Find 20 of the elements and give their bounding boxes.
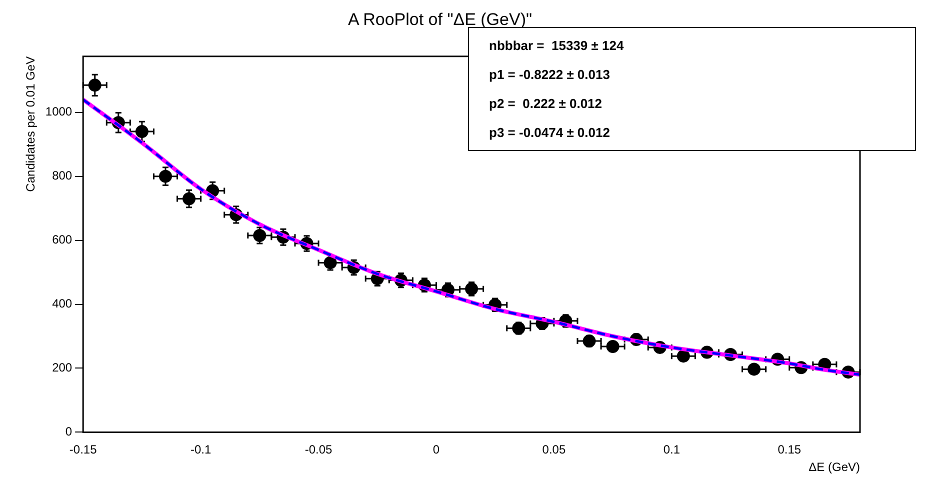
x-tick-label: 0: [432, 442, 440, 457]
y-tick-label: 400: [52, 296, 72, 311]
x-tick-label: -0.15: [69, 442, 98, 457]
chart-title: A RooPlot of "ΔE (GeV)": [348, 10, 532, 29]
y-tick-label: 600: [52, 232, 72, 247]
y-tick-label: 0: [65, 424, 72, 439]
x-tick-label: 0.15: [778, 442, 802, 457]
y-tick-label: 200: [52, 360, 72, 375]
annotation: p2 = 0.222 ± 0.012: [489, 95, 604, 113]
x-axis-title: ΔE (GeV): [808, 460, 860, 474]
y-tick-label: 1000: [45, 104, 72, 119]
x-tick-label: -0.1: [190, 442, 212, 457]
y-tick-label: 800: [52, 168, 72, 183]
x-tick-label: 0.1: [663, 442, 680, 457]
stats-box: nbbbar = 15339 ± 124 p1 = -0.8222 ± 0.013 p2 = 0.222 ± 0.012 p3 = -0.0474 ± 0.012: [468, 27, 916, 151]
annotation: p1 = -0.8222 ± 0.013: [489, 66, 611, 84]
x-tick-label: 0.05: [542, 442, 566, 457]
x-tick-label: -0.05: [304, 442, 333, 457]
annotation: p3 = -0.0474 ± 0.012: [489, 124, 611, 142]
y-axis-title: Candidates per 0.01 GeV: [24, 56, 38, 192]
